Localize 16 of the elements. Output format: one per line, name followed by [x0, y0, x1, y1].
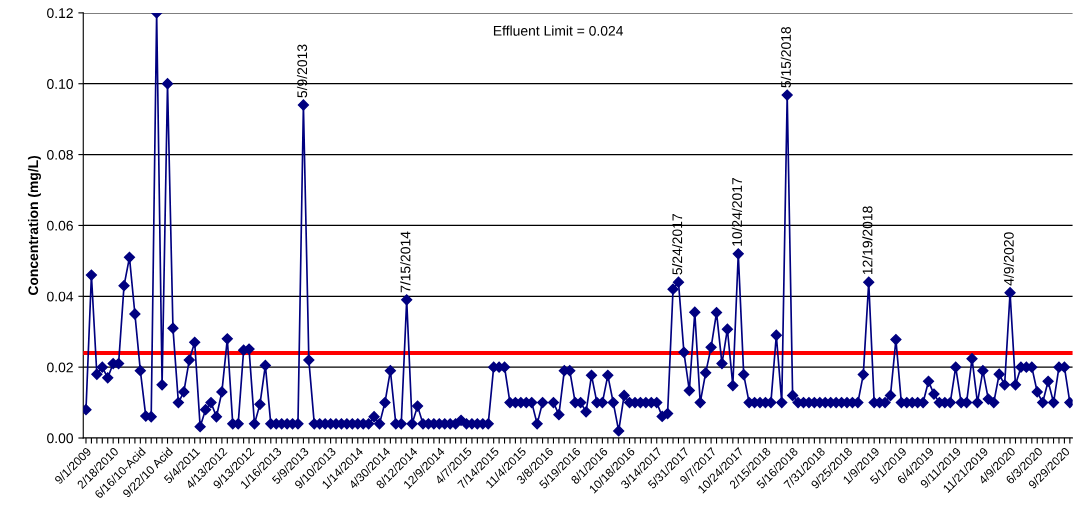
annotation: 5/9/2013	[296, 44, 308, 98]
annotation: 4/9/2020	[1003, 232, 1014, 286]
annotation: 12/19/2018	[862, 206, 873, 275]
y-tick-label: 0.02	[47, 362, 73, 373]
annotation: 7/15/2014	[400, 231, 411, 293]
y-tick-label: 0.10	[47, 79, 73, 89]
y-tick-label: 0.08	[47, 149, 73, 160]
y-tick-label: 0.00	[47, 433, 73, 444]
annotation: 5/24/2017	[672, 214, 683, 275]
annotation: Effluent Limit = 0.024	[493, 25, 624, 36]
y-tick-label: 0.06	[47, 220, 73, 231]
y-tick-label: 0.04	[47, 291, 74, 302]
annotation: 10/24/2017	[731, 178, 742, 246]
annotation: 5/15/2018	[780, 26, 791, 88]
y-tick-label: 0.12	[47, 8, 73, 19]
y-axis-title: Concentration (mg/L)	[27, 155, 41, 296]
